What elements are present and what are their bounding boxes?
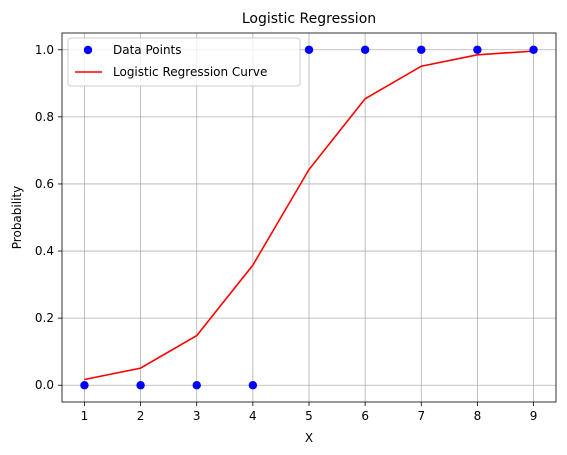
legend-box: [67, 37, 301, 87]
x-tick-label: 8: [474, 409, 482, 423]
x-tick-label: 2: [137, 409, 145, 423]
axis-ticks: 1 2 3 4 5 6 7 8 9 0.0 0.2 0.4 0.6 0.8 1.0: [35, 43, 537, 423]
x-tick-label: 5: [305, 409, 313, 423]
x-axis-label: X: [305, 431, 313, 445]
x-tick-label: 7: [417, 409, 425, 423]
y-tick-label: 0.6: [35, 177, 54, 191]
data-point: [304, 45, 314, 54]
x-tick-label: 9: [530, 409, 538, 423]
plot-frame: [61, 32, 557, 403]
y-tick-label: 0.2: [35, 311, 54, 325]
y-tick-label: 0.0: [35, 378, 54, 392]
series-layer: [80, 45, 538, 390]
x-tick-label: 3: [193, 409, 201, 423]
legend-label-curve: Logistic Regression Curve: [113, 65, 267, 79]
y-tick-label: 1.0: [35, 43, 54, 57]
data-point: [360, 45, 370, 54]
data-point: [417, 45, 426, 54]
y-tick-label: 0.8: [35, 110, 54, 124]
data-point: [248, 381, 258, 390]
data-point: [473, 45, 482, 54]
y-tick-label: 0.4: [35, 244, 54, 258]
legend-label-data-points: Data Points: [113, 43, 182, 57]
legend-marker-data-points: [83, 45, 93, 55]
x-tick-label: 4: [249, 409, 257, 423]
logistic-curve-line: [84, 50, 534, 381]
data-point: [192, 381, 201, 390]
data-point: [80, 381, 89, 390]
y-axis-label: Probability: [10, 186, 24, 249]
data-point: [136, 381, 145, 390]
chart-title: Logistic Regression: [242, 11, 376, 27]
x-tick-label: 1: [81, 409, 89, 423]
x-tick-label: 6: [361, 409, 369, 423]
data-point: [529, 45, 538, 54]
grid: [62, 33, 556, 402]
legend: Data Points Logistic Regression Curve: [67, 37, 301, 87]
